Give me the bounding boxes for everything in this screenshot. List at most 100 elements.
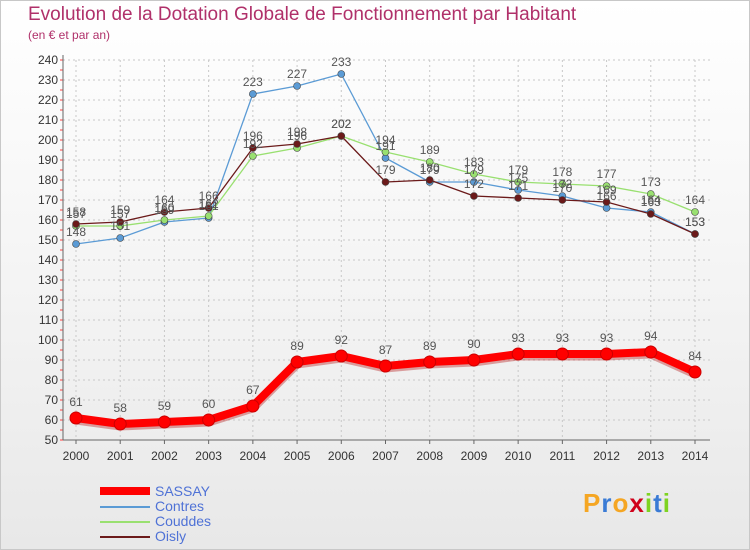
- legend-item-sassay: SASSAY: [100, 483, 300, 499]
- y-tick-label: 150: [38, 233, 58, 247]
- data-point-sassay: [290, 355, 304, 369]
- y-tick-label: 190: [38, 153, 58, 167]
- data-point-oisly: [293, 140, 301, 148]
- x-tick-label: 2004: [240, 449, 267, 463]
- data-label-oisly: 180: [420, 161, 440, 175]
- data-label-contres: 175: [508, 171, 528, 185]
- data-label-sassay: 93: [511, 331, 525, 345]
- data-point-sassay: [600, 347, 614, 361]
- data-label-couddes: 194: [375, 133, 395, 147]
- data-label-sassay: 67: [246, 383, 260, 397]
- data-label-sassay: 58: [114, 401, 128, 415]
- legend-label-sassay: SASSAY: [155, 483, 210, 499]
- data-point-sassay: [379, 359, 392, 373]
- data-point-sassay: [423, 355, 437, 369]
- y-tick-label: 90: [45, 353, 59, 367]
- data-label-oisly: 179: [375, 163, 395, 177]
- y-tick-label: 110: [39, 313, 58, 327]
- y-tick-label: 180: [38, 173, 58, 187]
- y-tick-label: 120: [38, 293, 58, 307]
- y-tick-label: 140: [38, 253, 58, 267]
- data-point-sassay: [467, 353, 481, 367]
- data-label-contres: 227: [287, 67, 307, 81]
- data-label-couddes: 177: [597, 167, 617, 181]
- data-label-oisly: 164: [154, 193, 174, 207]
- data-label-oisly: 196: [243, 129, 263, 143]
- legend-swatch-sassay: [100, 487, 150, 495]
- x-tick-label: 2001: [107, 449, 134, 463]
- data-label-contres: 179: [420, 163, 440, 177]
- data-point-oisly: [602, 198, 611, 206]
- data-point-sassay: [644, 345, 658, 359]
- y-tick-label: 230: [38, 73, 58, 87]
- data-label-oisly: 170: [552, 181, 572, 195]
- data-point-contres: [116, 234, 125, 242]
- data-point-sassay: [555, 347, 569, 361]
- data-point-oisly: [116, 218, 125, 226]
- data-point-oisly: [160, 208, 169, 216]
- data-label-oisly: 169: [597, 183, 617, 197]
- y-tick-label: 80: [45, 373, 59, 387]
- logo-letter: i: [644, 488, 654, 518]
- data-point-sassay: [511, 347, 525, 361]
- data-point-couddes: [249, 152, 257, 160]
- data-point-contres: [514, 186, 522, 194]
- logo-letter: o: [612, 488, 630, 518]
- y-tick-label: 210: [38, 113, 58, 127]
- data-label-couddes: 189: [420, 143, 440, 157]
- data-label-sassay: 89: [290, 339, 304, 353]
- grid-lines: [63, 59, 710, 441]
- data-label-oisly: 159: [110, 203, 130, 217]
- data-point-sassay: [157, 415, 171, 429]
- data-point-sassay: [113, 417, 127, 431]
- data-label-couddes: 192: [243, 137, 263, 151]
- data-point-sassay: [334, 349, 348, 363]
- data-label-sassay: 59: [158, 399, 172, 413]
- data-label-contres: 166: [597, 189, 617, 203]
- legend-label-contres: Contres: [155, 498, 205, 514]
- data-label-contres: 164: [641, 193, 661, 207]
- logo-letter: t: [653, 488, 663, 518]
- y-tick-label: 220: [38, 93, 58, 107]
- data-point-couddes: [470, 170, 478, 178]
- logo-letter: x: [629, 488, 645, 518]
- data-point-oisly: [558, 196, 567, 204]
- data-point-oisly: [249, 144, 257, 152]
- proxiti-logo: Proxiti: [583, 488, 671, 519]
- legend-label-oisly: Oisly: [155, 528, 187, 544]
- data-label-sassay: 92: [335, 333, 349, 347]
- data-label-couddes: 164: [685, 193, 705, 207]
- x-tick-label: 2000: [63, 449, 90, 463]
- data-point-oisly: [470, 192, 478, 200]
- data-point-oisly: [381, 178, 390, 186]
- x-tick-label: 2012: [593, 449, 620, 463]
- data-point-oisly: [425, 176, 434, 184]
- data-label-oisly: 198: [287, 125, 307, 139]
- data-label-contres: 159: [154, 203, 174, 217]
- chart-title: Evolution de la Dotation Globale de Fonc…: [28, 4, 577, 25]
- x-tick-label: 2007: [372, 449, 399, 463]
- data-label-oisly: 166: [199, 189, 219, 203]
- data-point-couddes: [381, 148, 390, 156]
- data-label-oisly: 202: [331, 117, 351, 131]
- data-point-couddes: [425, 158, 434, 166]
- data-label-oisly: 163: [641, 195, 661, 209]
- legend: SASSAY Contres Couddes Oisly: [100, 483, 300, 544]
- y-tick-label: 50: [45, 433, 59, 447]
- chart-subtitle: (en € et par an): [28, 28, 111, 42]
- legend-item-couddes: Couddes: [100, 513, 300, 529]
- y-tick-label: 200: [38, 133, 58, 147]
- x-tick-label: 2009: [461, 449, 488, 463]
- data-point-couddes: [691, 208, 699, 216]
- x-tick-label: 2011: [549, 449, 575, 463]
- data-point-couddes: [204, 212, 213, 220]
- data-point-contres: [72, 240, 80, 248]
- x-tick-label: 2006: [328, 449, 355, 463]
- legend-item-contres: Contres: [100, 498, 300, 514]
- data-point-couddes: [646, 190, 655, 198]
- data-label-contres: 161: [199, 199, 219, 213]
- data-point-couddes: [514, 178, 522, 186]
